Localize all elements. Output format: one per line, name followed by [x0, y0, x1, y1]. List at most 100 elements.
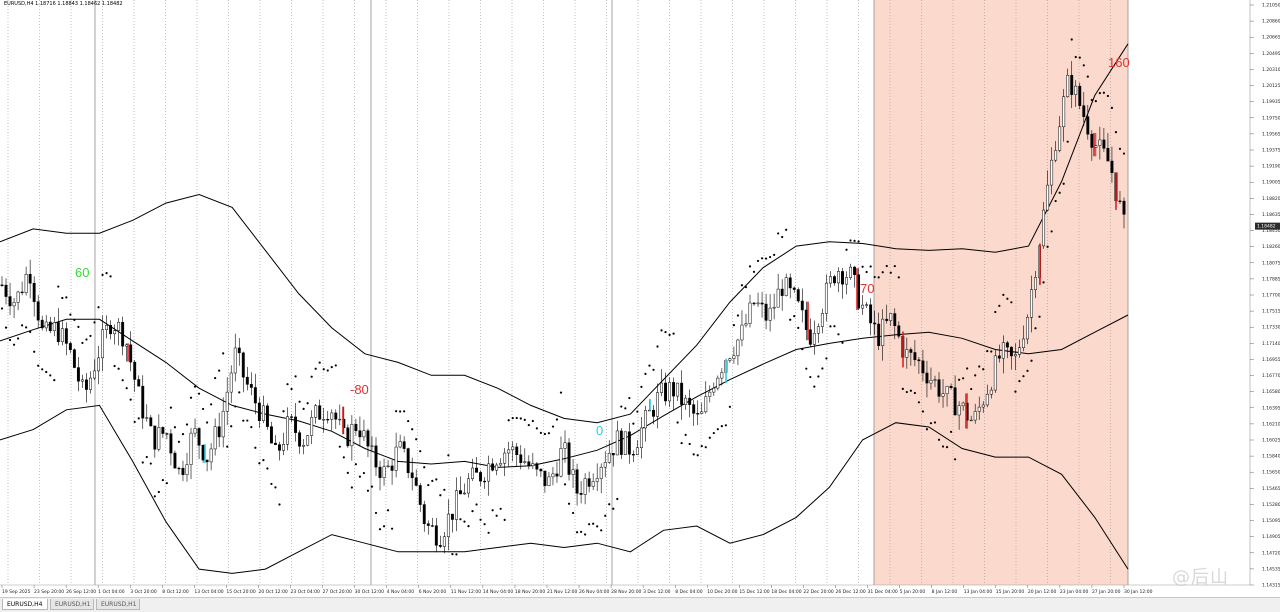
annotation-label: 0	[596, 423, 604, 438]
candle-body	[265, 405, 269, 427]
candle-body	[245, 376, 249, 385]
candle-body	[652, 409, 655, 417]
candle-body	[169, 433, 173, 454]
psar-dot	[189, 396, 193, 399]
psar-dot	[1066, 140, 1069, 143]
candle-body	[925, 372, 929, 384]
candle-body	[76, 367, 80, 382]
psar-dot	[262, 459, 265, 462]
psar-dot	[624, 407, 627, 410]
psar-dot	[479, 518, 482, 521]
psar-dot	[676, 421, 679, 424]
candle-body	[495, 464, 499, 471]
candle-body	[205, 459, 209, 463]
candle-body	[422, 504, 426, 524]
psar-dot	[958, 378, 961, 381]
candle-body	[1022, 338, 1025, 348]
candle-body	[792, 287, 796, 290]
candle-body	[635, 447, 639, 455]
psar-dot	[998, 304, 1001, 307]
chart-area[interactable]: 1.21050 1.20860 1.20665 1.20495 1.20310 1.201…	[0, 0, 1280, 597]
time-tick-label: 22 Dec 20:00	[803, 589, 833, 595]
current-price-label: 1.18482	[1257, 224, 1276, 230]
candle-body	[1098, 139, 1102, 146]
tab-eurusd-h4[interactable]: EURUSD,H4	[2, 599, 48, 610]
time-tick-label: 10 Dec 20:00	[707, 589, 737, 595]
price-tick-label: 1.20125	[1262, 83, 1280, 89]
candle-body	[322, 419, 326, 421]
psar-dot	[929, 422, 933, 425]
price-tick-label: 1.15095	[1262, 518, 1280, 524]
candle-body	[274, 442, 277, 445]
candle-body	[1078, 85, 1082, 106]
candle-body	[800, 300, 804, 311]
psar-dot	[1118, 147, 1122, 150]
candle-body	[213, 426, 217, 450]
candle-body	[366, 430, 370, 447]
price-tick-label: 1.14315	[1262, 583, 1280, 589]
candle-body	[696, 413, 700, 415]
candle-body	[627, 431, 631, 455]
candle-body	[326, 419, 330, 421]
candle-body	[977, 406, 981, 412]
candle-body	[56, 322, 60, 343]
price-tick-label: 1.16955	[1262, 357, 1280, 363]
psar-dot	[1070, 38, 1073, 41]
price-chart[interactable]: 1.21050 1.20860 1.20665 1.20495 1.20310 1.201…	[0, 0, 1280, 597]
tab-eurusd-h1[interactable]: EURUSD,H1	[50, 599, 94, 610]
candle-body	[450, 513, 454, 520]
candle-body	[149, 417, 153, 427]
psar-dot	[439, 494, 442, 497]
psar-dot	[937, 438, 941, 441]
psar-dot	[664, 330, 667, 334]
psar-dot	[543, 432, 547, 436]
psar-dot	[588, 523, 591, 526]
psar-dot	[1082, 64, 1085, 67]
time-tick-label: 1 Oct 04:00	[98, 589, 125, 595]
psar-dot	[250, 426, 253, 429]
tab-eurusd-h1[interactable]: EURUSD,H1	[96, 599, 140, 610]
time-tick-label: 30 Jan 12:00	[1124, 589, 1153, 595]
psar-dot	[157, 490, 160, 494]
price-tick-label: 1.18450	[1262, 228, 1280, 234]
psar-dot	[427, 483, 430, 487]
psar-dot	[197, 392, 201, 395]
psar-dot	[314, 367, 317, 370]
candle-body	[89, 377, 92, 390]
psar-dot	[443, 488, 446, 491]
time-tick-label: 21 Nov 12:00	[547, 589, 577, 595]
time-tick-label: 11 Nov 12:00	[451, 589, 481, 595]
candle-body	[845, 277, 848, 285]
candle-body	[390, 465, 394, 471]
candle-body	[639, 427, 643, 448]
candle-body	[591, 481, 595, 487]
psar-dot	[604, 514, 607, 517]
psar-dot	[0, 307, 4, 310]
time-tick-label: 20 Jan 12:00	[1028, 589, 1057, 595]
psar-dot	[33, 350, 36, 353]
psar-dot	[1114, 131, 1118, 134]
candle-body	[483, 480, 487, 483]
candle-body	[475, 467, 478, 473]
psar-dot	[889, 271, 892, 274]
bollinger-bands-layer	[0, 43, 1129, 574]
price-tick-label: 1.16025	[1262, 438, 1280, 444]
candle-body	[282, 444, 285, 451]
candle-body	[221, 411, 225, 438]
candle-body	[776, 288, 780, 308]
psar-dot	[600, 529, 603, 532]
psar-dot	[65, 296, 68, 299]
time-tick-label: 3 Dec 12:00	[643, 589, 671, 595]
candle-body	[949, 386, 953, 388]
psar-dot	[660, 329, 663, 332]
candle-body	[748, 302, 752, 324]
candle-body	[503, 452, 507, 464]
psar-dot	[165, 482, 168, 485]
psar-dot	[358, 475, 362, 478]
psar-dot	[274, 486, 277, 489]
psar-dot	[230, 425, 233, 428]
candle-body	[241, 352, 245, 378]
psar-dot	[579, 530, 583, 533]
candle-body	[849, 266, 852, 278]
psar-dot	[487, 531, 490, 534]
